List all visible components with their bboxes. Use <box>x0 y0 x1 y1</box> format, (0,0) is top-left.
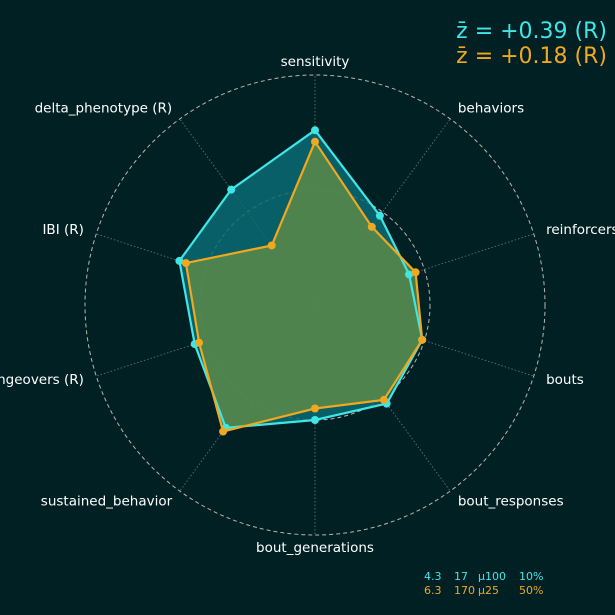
series-point-0 <box>311 416 319 424</box>
series-point-1 <box>418 335 427 344</box>
axis-label: bouts <box>546 372 584 388</box>
footer-stat: µ25 <box>478 584 499 597</box>
footer-stat: µ100 <box>478 570 506 583</box>
series-point-0 <box>311 126 319 135</box>
series-point-1 <box>311 137 319 146</box>
series-point-0 <box>405 270 414 279</box>
footer-stat: 10% <box>519 570 543 583</box>
series-point-1 <box>379 395 388 404</box>
axis-label: changeovers (R) <box>0 372 84 388</box>
axis-label: bout_generations <box>256 540 374 556</box>
axis-label: behaviors <box>458 100 524 116</box>
series-point-0 <box>227 185 236 194</box>
series-point-0 <box>175 256 184 265</box>
footer-stat: 6.3 <box>424 584 442 597</box>
series-point-1 <box>267 241 276 250</box>
series-summary: z̄ = +0.18 (R) <box>456 44 607 69</box>
series-point-1 <box>311 404 319 413</box>
reference-circle <box>84 74 546 536</box>
footer-stat: 50% <box>519 584 543 597</box>
axis-label: bout_responses <box>458 494 564 510</box>
series-point-1 <box>195 338 204 347</box>
series-point-0 <box>375 211 384 220</box>
axis-label: delta_phenotype (R) <box>35 100 173 116</box>
series-point-1 <box>367 222 376 231</box>
series-point-1 <box>219 427 228 436</box>
footer-stat: 17 <box>454 570 468 583</box>
series-point-1 <box>181 259 190 268</box>
axis-label: sustained_behavior <box>41 494 173 510</box>
axis-label: reinforcers <box>546 222 615 238</box>
axis-label: IBI (R) <box>42 222 83 238</box>
footer-stat: 170 <box>454 584 475 597</box>
series-point-1 <box>411 268 420 277</box>
series-area-1 <box>185 141 423 432</box>
series-summary: z̄ = +0.39 (R) <box>456 19 607 44</box>
footer-stat: 4.3 <box>424 570 442 583</box>
axis-label: sensitivity <box>281 54 350 70</box>
